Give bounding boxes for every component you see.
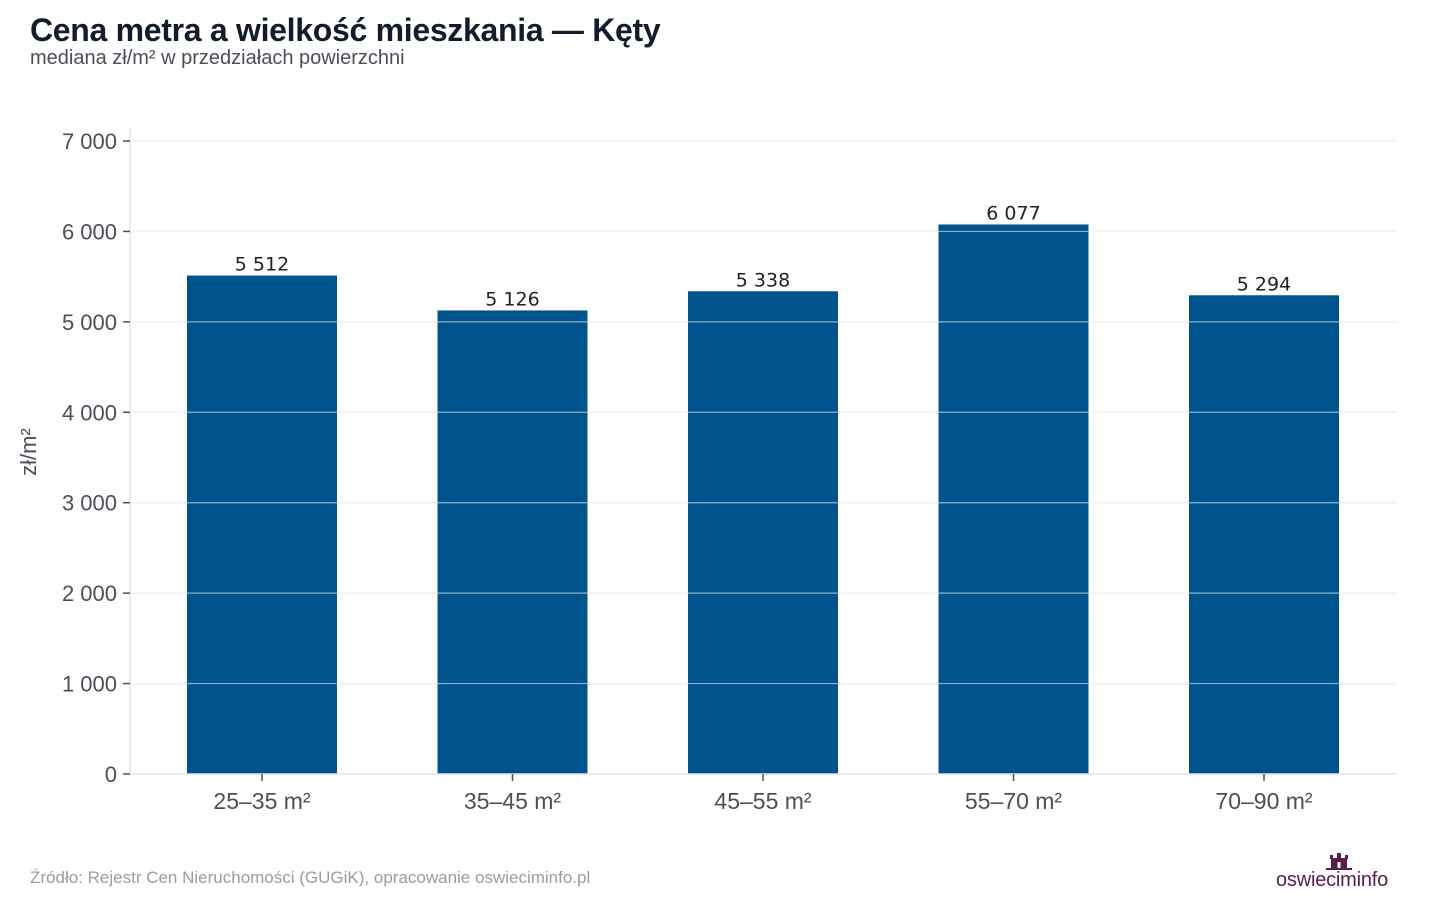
y-tick-label: 4 000: [62, 400, 117, 425]
castle-icon: [1326, 853, 1352, 870]
grid-overlay: [130, 140, 1397, 685]
value-label-3: 5 338: [736, 269, 790, 291]
y-tick-label: 7 000: [62, 129, 117, 154]
x-tick-label-1: 25–35 m²: [213, 788, 311, 814]
chart-title: Cena metra a wielkość mieszkania — Kęty: [30, 12, 661, 48]
bar-5: [1189, 295, 1339, 774]
value-label-4: 6 077: [986, 202, 1040, 224]
y-tick-label: 5 000: [62, 310, 117, 335]
x-tick-label-4: 55–70 m²: [965, 788, 1063, 814]
y-tick-label: 0: [105, 762, 117, 787]
bar-4: [938, 224, 1089, 774]
bar-1: [187, 275, 337, 774]
oswieciminfo-logo[interactable]: oswieciminfo: [1276, 852, 1416, 892]
source-note: Źródło: Rejestr Cen Nieruchomości (GUGiK…: [30, 868, 591, 887]
bar-3: [688, 291, 838, 774]
y-tick-label: 1 000: [62, 672, 117, 697]
x-tick-label-3: 45–55 m²: [714, 788, 812, 814]
chart-subtitle: mediana zł/m² w przedziałach powierzchni: [30, 47, 405, 69]
y-tick-label: 2 000: [62, 581, 117, 606]
y-axis-label: zł/m²: [16, 428, 41, 476]
value-label-1: 5 512: [235, 254, 289, 276]
x-tick-label-2: 35–45 m²: [464, 788, 562, 814]
x-tick-label-5: 70–90 m²: [1215, 788, 1313, 814]
y-tick-label: 6 000: [62, 219, 117, 244]
value-labels: 5 512 5 126 5 338 6 077 5 294: [235, 202, 1291, 310]
y-tick-label: 3 000: [62, 491, 117, 516]
bar-2: [437, 310, 588, 774]
value-label-2: 5 126: [485, 288, 539, 310]
axes: 0 1 000 2 000 3 000 4 000 5 000 6 000 7 000 25–3…: [62, 127, 1397, 814]
value-label-5: 5 294: [1237, 273, 1291, 295]
logo-text: oswieciminfo: [1276, 869, 1389, 891]
bars: [187, 224, 1339, 774]
